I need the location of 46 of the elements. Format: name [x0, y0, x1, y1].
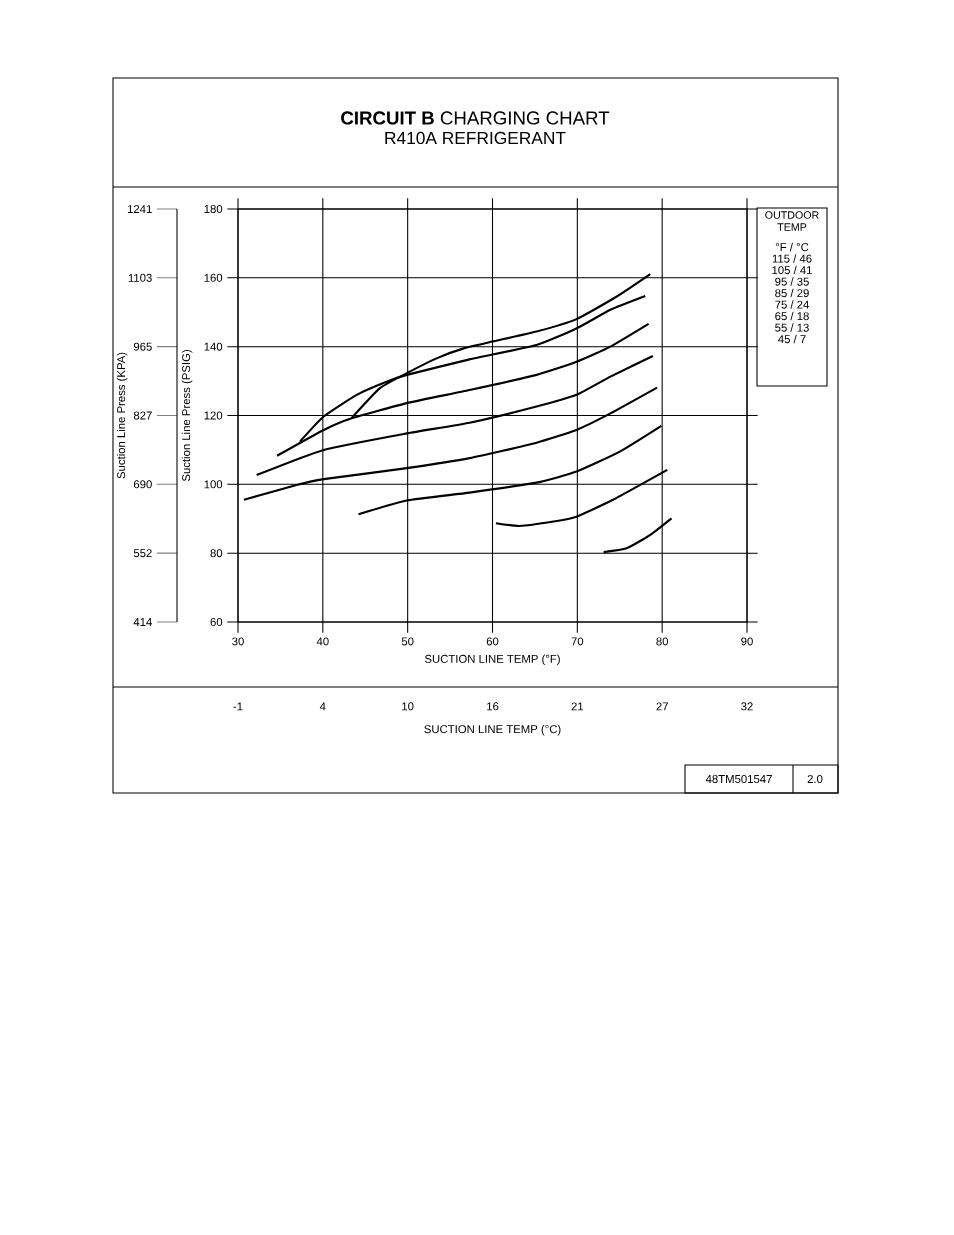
text: 55 / 13: [775, 323, 809, 332]
text: 105 / 41: [772, 265, 812, 275]
y2-tick-label: 690: [133, 480, 152, 489]
chart-subtitle: R410A REFRIGERANT: [385, 131, 566, 145]
y-tick-label: 160: [204, 273, 223, 282]
y-tick-label: 100: [204, 480, 223, 489]
text: 85 / 29: [775, 288, 809, 298]
y-tick-label: 140: [204, 342, 223, 351]
x2-tick-label: 32: [741, 702, 753, 711]
y2-tick-label: 1241: [127, 205, 152, 213]
y2-tick-label: 414: [133, 618, 152, 626]
x2-tick-label: 21: [571, 702, 584, 711]
y2-tick-label: 552: [133, 549, 152, 558]
x-tick-label: 80: [656, 637, 669, 646]
y-tick-label: 60: [210, 617, 223, 626]
y2-axis-title: Suction Line Press (KPA): [116, 352, 128, 479]
x-tick-label: 40: [316, 637, 329, 646]
x2-axis-title: SUCTION LINE TEMP (°C): [424, 724, 561, 736]
text: 115 / 46: [772, 254, 812, 263]
y2-tick-label: 965: [133, 342, 152, 351]
x-tick-label: 30: [232, 637, 244, 646]
text: 48TM501547: [705, 774, 772, 783]
x-tick-label: 90: [741, 637, 753, 646]
x-tick-label: 50: [401, 637, 414, 646]
x-axis-title: SUCTION LINE TEMP (°F): [424, 654, 560, 666]
x-tick-label: 70: [571, 637, 584, 646]
text: 75 / 24: [775, 300, 809, 309]
text: °F / °C: [775, 242, 809, 252]
x2-tick-label: 16: [487, 702, 499, 711]
text: 45 / 7: [778, 334, 806, 344]
legend-title: OUTDOOR TEMP: [765, 211, 819, 231]
x2-tick-label: 10: [402, 702, 414, 711]
y2-tick-label: 827: [133, 411, 152, 420]
y2-tick-label: 1103: [128, 273, 152, 282]
chart-title: CIRCUIT B CHARGING CHART: [341, 111, 610, 125]
x2-tick-label: 4: [319, 702, 326, 711]
x2-tick-label: -1: [233, 702, 243, 711]
text: 2.0: [807, 774, 823, 783]
text: 65 / 18: [775, 311, 809, 321]
y-tick-label: 180: [204, 204, 223, 213]
y-axis-title: Suction Line Press (PSIG): [181, 350, 193, 482]
x2-tick-label: 27: [656, 702, 668, 711]
text: 95 / 35: [775, 277, 809, 286]
y-tick-label: 80: [210, 549, 223, 558]
x-tick-label: 60: [486, 637, 499, 646]
y-tick-label: 120: [204, 411, 223, 420]
